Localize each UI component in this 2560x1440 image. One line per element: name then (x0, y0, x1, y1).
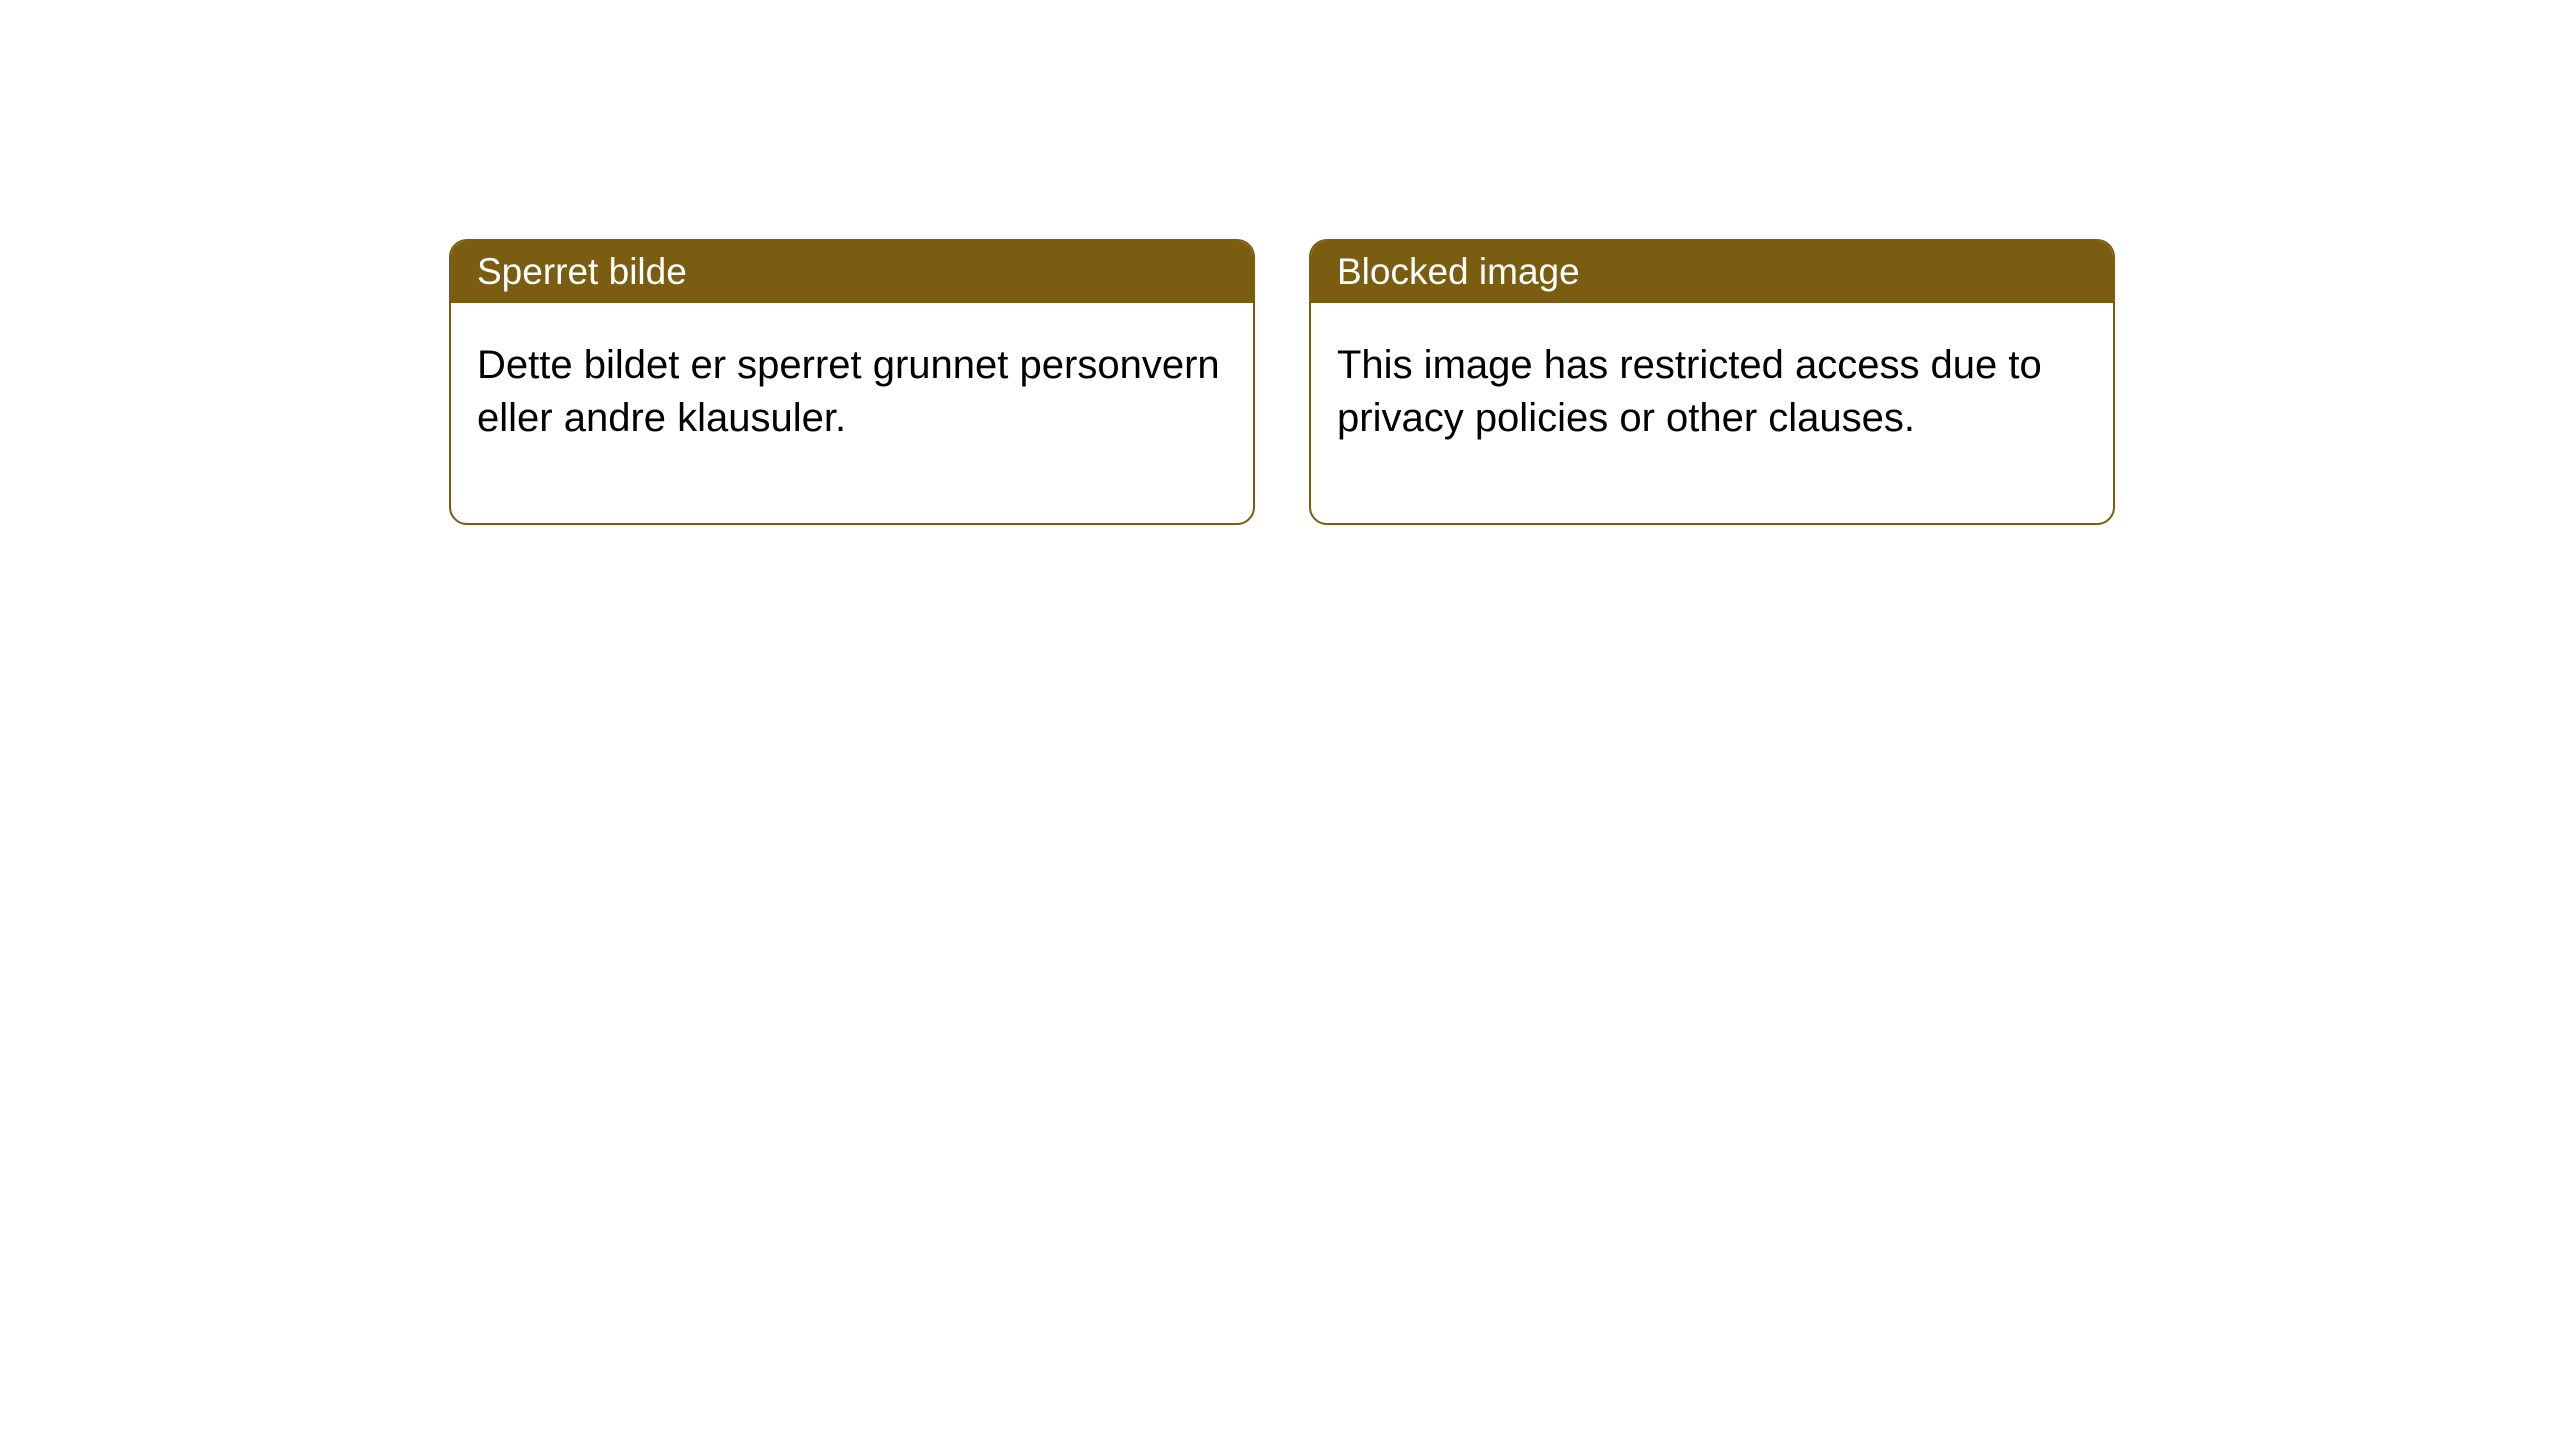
notice-body-text: Dette bildet er sperret grunnet personve… (477, 343, 1220, 440)
notice-header: Blocked image (1311, 241, 2113, 303)
notice-body-text: This image has restricted access due to … (1337, 343, 2042, 440)
notice-container: Sperret bilde Dette bildet er sperret gr… (0, 0, 2560, 525)
notice-body: Dette bildet er sperret grunnet personve… (451, 303, 1253, 523)
notice-header-text: Blocked image (1337, 251, 1580, 292)
notice-card-norwegian: Sperret bilde Dette bildet er sperret gr… (449, 239, 1255, 525)
notice-header-text: Sperret bilde (477, 251, 687, 292)
notice-header: Sperret bilde (451, 241, 1253, 303)
notice-card-english: Blocked image This image has restricted … (1309, 239, 2115, 525)
notice-body: This image has restricted access due to … (1311, 303, 2113, 523)
